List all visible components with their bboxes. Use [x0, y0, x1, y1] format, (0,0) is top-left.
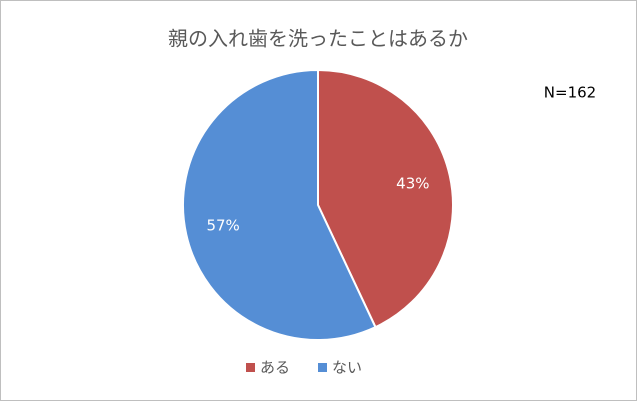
- annotation: N=162: [544, 84, 596, 102]
- legend-swatch: [246, 363, 255, 372]
- legend-label: ある: [260, 359, 290, 377]
- pie-slice: [317, 68, 454, 329]
- pie-slice: [182, 68, 377, 341]
- legend-swatch: [318, 363, 327, 372]
- legend-label: ない: [332, 359, 362, 377]
- data-label: 43%: [396, 174, 429, 192]
- chart-title: 親の入れ歯を洗ったことはあるか: [168, 27, 468, 51]
- data-label: 57%: [206, 217, 239, 235]
